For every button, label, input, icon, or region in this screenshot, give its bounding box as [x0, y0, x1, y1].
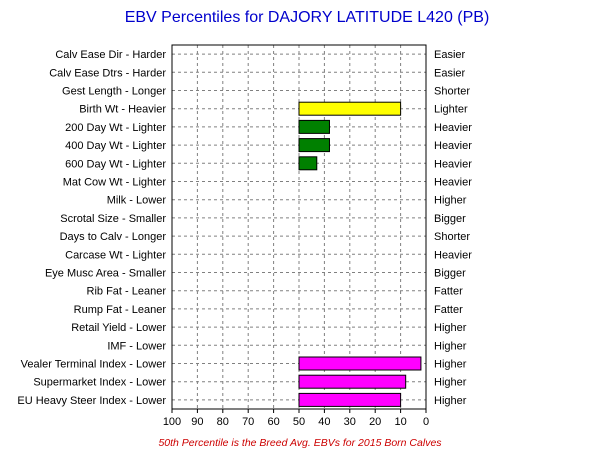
category-label: 200 Day Wt - Lighter	[65, 122, 166, 134]
direction-label: Higher	[434, 322, 467, 334]
bars	[298, 101, 422, 407]
category-label: Eye Musc Area - Smaller	[45, 268, 166, 280]
category-label: Rump Fat - Leaner	[74, 304, 167, 316]
category-label: Supermarket Index - Lower	[33, 377, 166, 389]
direction-label: Fatter	[434, 304, 463, 316]
bar	[298, 119, 330, 134]
left-trait-labels: Calv Ease Dir - Harder Calv Ease Dtrs - H…	[17, 49, 166, 407]
direction-label: Higher	[434, 340, 467, 352]
direction-label: Higher	[434, 359, 467, 371]
category-label: Retail Yield - Lower	[71, 322, 166, 334]
category-label: 400 Day Wt - Lighter	[65, 140, 166, 152]
direction-label: Higher	[434, 377, 467, 389]
x-tick-label: 30	[344, 416, 356, 428]
x-tick-label: 0	[423, 416, 429, 428]
bar	[298, 101, 402, 116]
category-label: Rib Fat - Leaner	[87, 286, 167, 298]
direction-label: Fatter	[434, 286, 463, 298]
direction-label: Lighter	[434, 104, 468, 116]
x-tick-label: 80	[217, 416, 229, 428]
direction-label: Shorter	[434, 86, 470, 98]
direction-label: Easier	[434, 49, 466, 61]
category-label: Calv Ease Dir - Harder	[55, 49, 166, 61]
bar	[298, 356, 422, 371]
direction-label: Higher	[434, 195, 467, 207]
chart-title: EBV Percentiles for DAJORY LATITUDE L420…	[125, 9, 490, 26]
direction-label: Heavier	[434, 158, 472, 170]
x-tick-label: 70	[242, 416, 254, 428]
x-tick-label: 50	[293, 416, 305, 428]
category-label: Mat Cow Wt - Lighter	[63, 177, 167, 189]
bar	[298, 138, 330, 153]
x-tick-label: 60	[267, 416, 279, 428]
category-label: Vealer Terminal Index - Lower	[21, 359, 167, 371]
category-label: Scrotal Size - Smaller	[60, 213, 166, 225]
category-label: EU Heavy Steer Index - Lower	[17, 395, 166, 407]
chart-footnote: 50th Percentile is the Breed Avg. EBVs f…	[158, 437, 442, 449]
x-tick-label: 90	[191, 416, 203, 428]
category-label: 600 Day Wt - Lighter	[65, 158, 166, 170]
direction-label: Bigger	[434, 213, 466, 225]
x-tick-label: 20	[369, 416, 381, 428]
category-label: Milk - Lower	[107, 195, 167, 207]
direction-label: Shorter	[434, 231, 470, 243]
direction-label: Higher	[434, 395, 467, 407]
right-trait-labels: Easier Easier Shorter Lighter Heavier Heavier…	[434, 49, 472, 407]
grid-lines	[172, 45, 426, 409]
direction-label: Heavier	[434, 122, 472, 134]
category-label: Carcase Wt - Lighter	[65, 249, 166, 261]
category-label: Calv Ease Dtrs - Harder	[49, 67, 166, 79]
x-tick-label: 10	[394, 416, 406, 428]
category-label: IMF - Lower	[107, 340, 166, 352]
x-axis-ticks: 100 90 80 70 60 50 40 30 20 10 0	[163, 409, 429, 428]
direction-label: Heavier	[434, 177, 472, 189]
direction-label: Bigger	[434, 268, 466, 280]
category-label: Days to Calv - Longer	[60, 231, 167, 243]
x-tick-label: 40	[318, 416, 330, 428]
direction-label: Easier	[434, 67, 466, 79]
bar	[298, 392, 402, 407]
x-tick-label: 100	[163, 416, 181, 428]
bar	[298, 374, 407, 389]
direction-label: Heavier	[434, 140, 472, 152]
direction-label: Heavier	[434, 249, 472, 261]
bar	[298, 156, 318, 171]
category-label: Gest Length - Longer	[62, 86, 166, 98]
category-label: Birth Wt - Heavier	[79, 104, 166, 116]
